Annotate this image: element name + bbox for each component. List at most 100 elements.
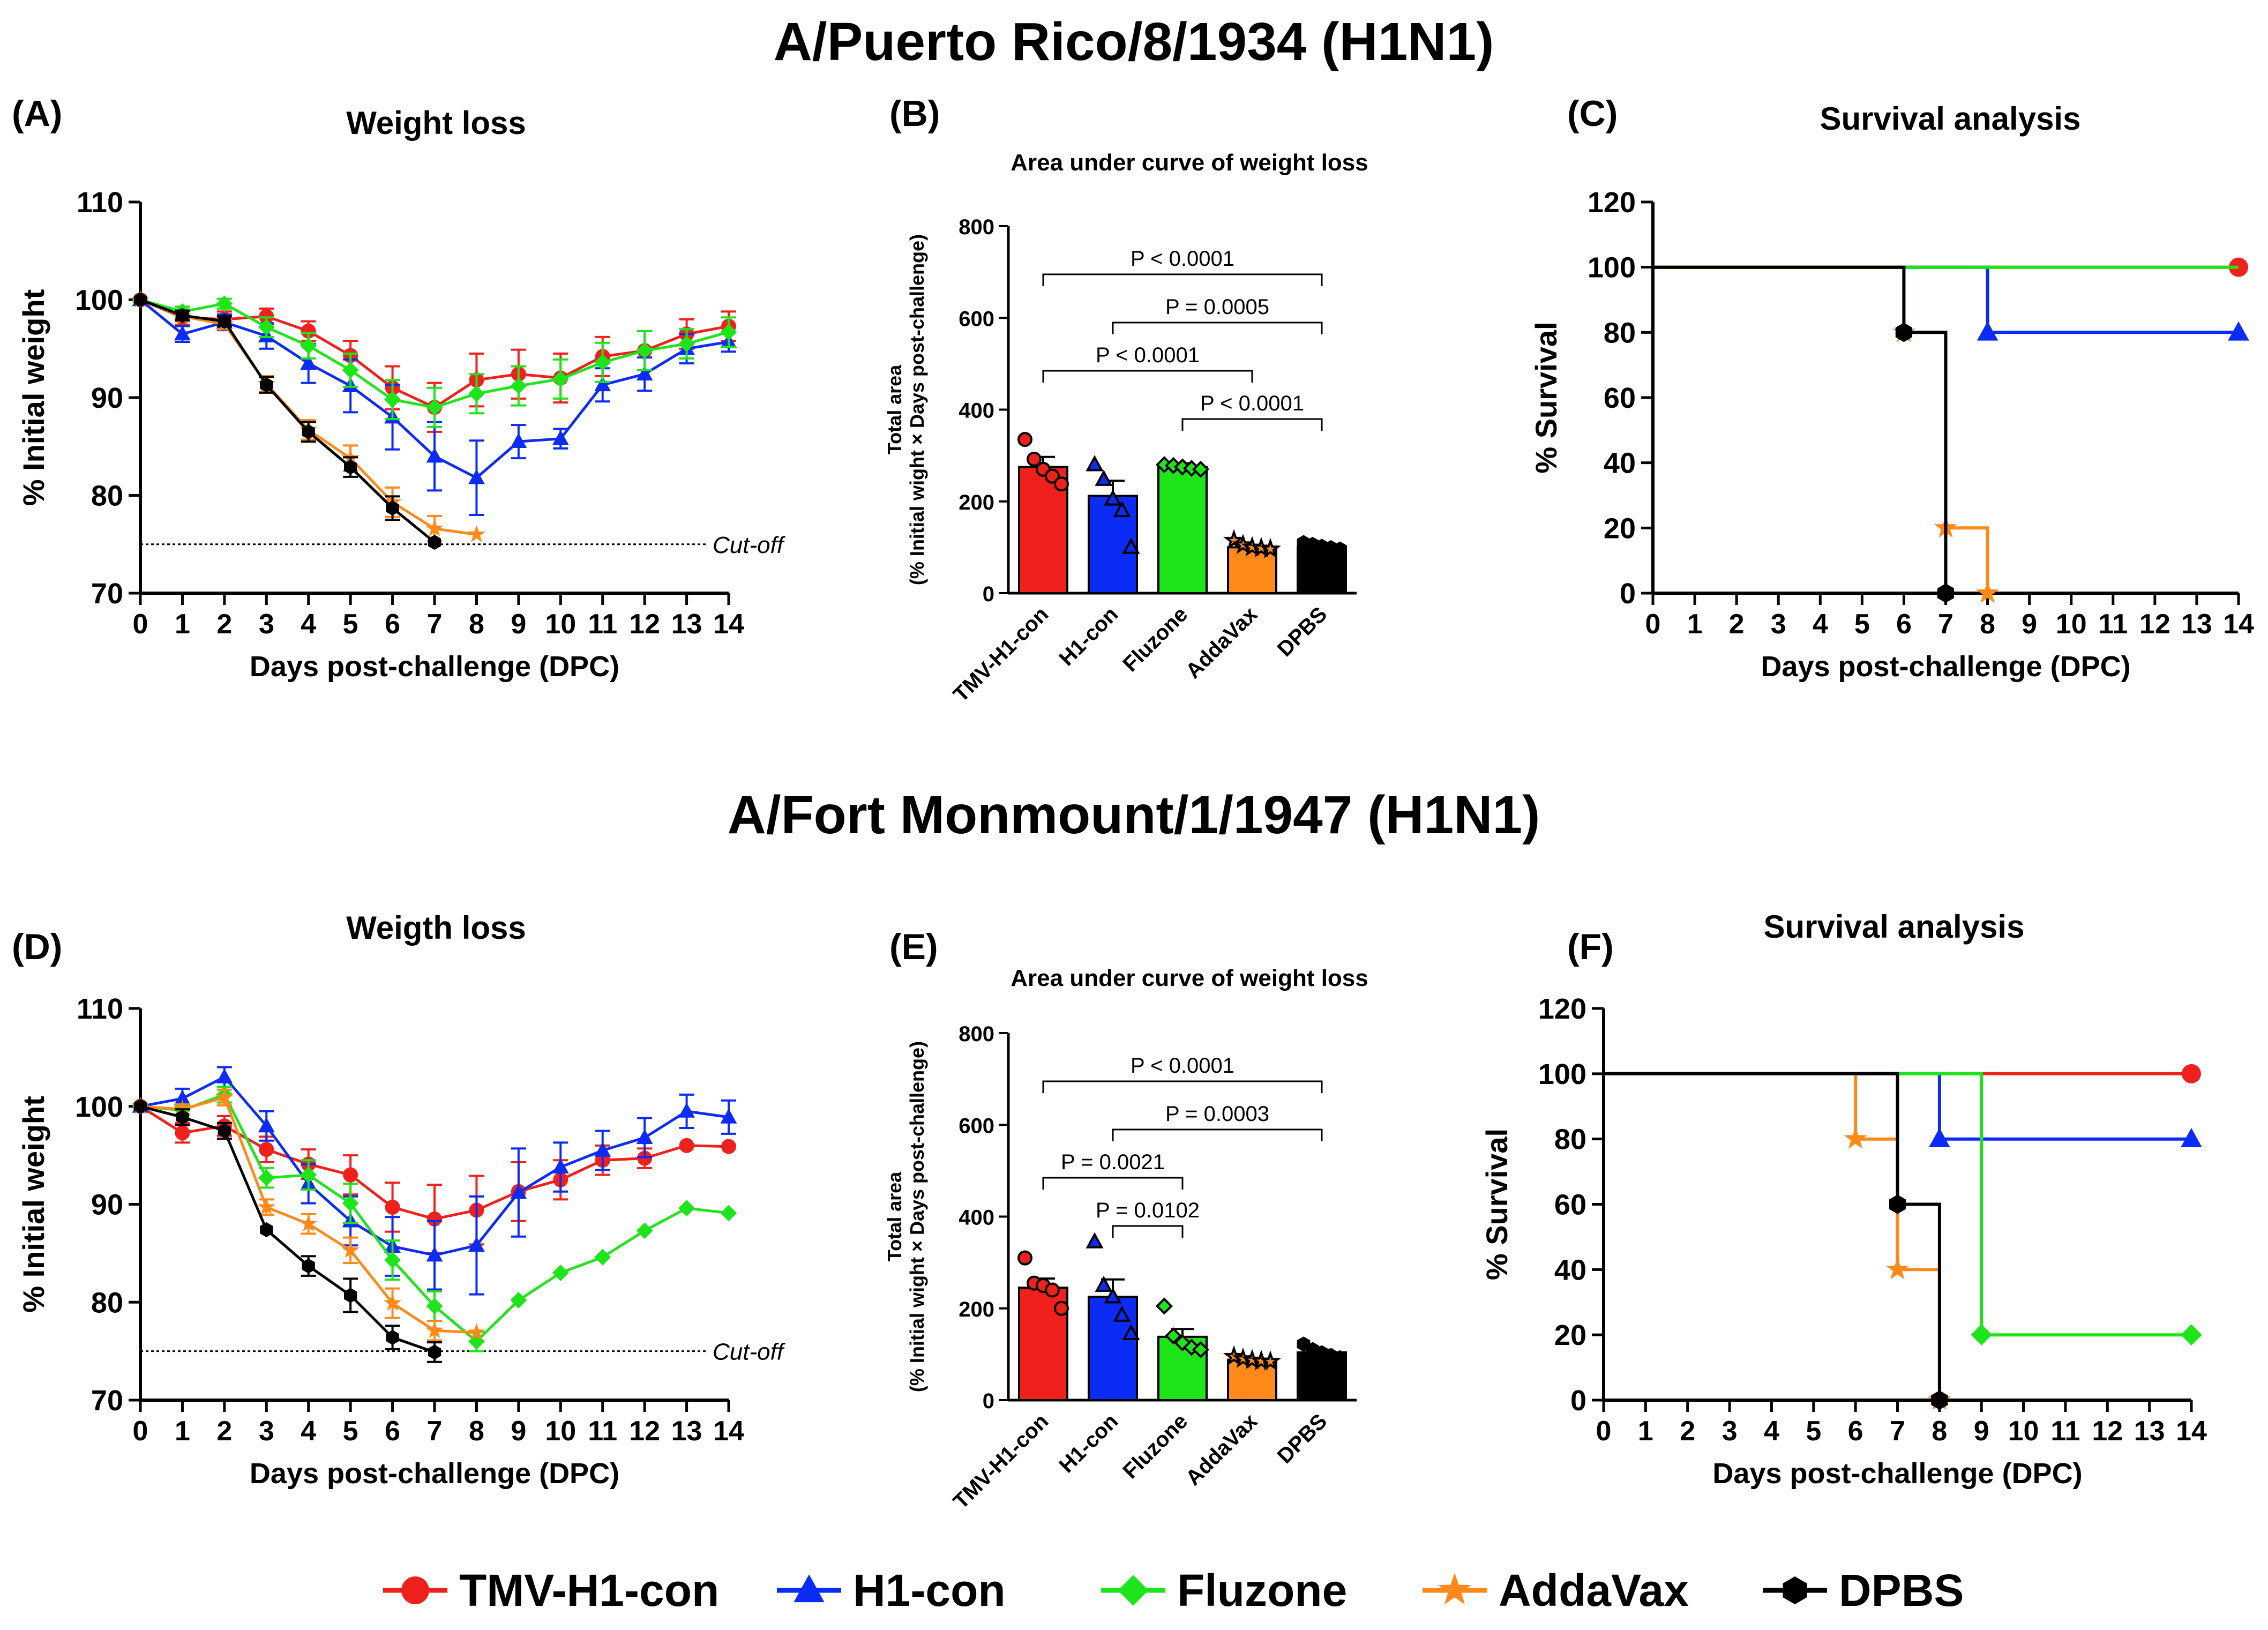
x-tick-label: 0 — [133, 609, 148, 640]
p-value-label: P = 0.0021 — [1061, 1150, 1165, 1174]
x-tick-label: 3 — [1722, 1416, 1738, 1447]
data-point — [342, 1195, 359, 1212]
cutoff-label: Cut-off — [713, 1339, 786, 1365]
significance-bracket — [1042, 1080, 1323, 1093]
dot-point-outline — [1113, 500, 1131, 518]
p-value-label: P = 0.0005 — [1165, 295, 1269, 319]
data-point — [468, 1237, 485, 1252]
dot-point-outline — [1164, 1327, 1182, 1345]
dot-point — [1028, 452, 1041, 466]
y-tick-label: 0 — [1620, 578, 1636, 610]
x-tick-label: 4 — [301, 1416, 316, 1447]
data-point — [174, 1090, 191, 1105]
data-point — [1889, 1194, 1906, 1214]
data-point — [510, 433, 527, 448]
data-point — [258, 1117, 275, 1133]
legend-label: DPBS — [1839, 1565, 1964, 1616]
dot-point-outline — [1306, 1342, 1320, 1358]
dot-point-outline — [1054, 476, 1069, 492]
data-point — [1895, 323, 1912, 342]
data-point — [594, 354, 611, 371]
data-point — [720, 1205, 737, 1222]
chart-title: Area under curve of weight loss — [1011, 965, 1368, 991]
bar — [1088, 1296, 1138, 1401]
x-tick-label: 14 — [2176, 1416, 2207, 1447]
data-point — [384, 391, 401, 408]
dot-point-outline — [1223, 1345, 1245, 1366]
x-tick-label: 6 — [385, 609, 400, 640]
x-tick-label: 5 — [1806, 1416, 1821, 1447]
x-tick-label: 7 — [427, 1416, 443, 1447]
dot-point — [1262, 541, 1278, 556]
x-tick-label: 11 — [588, 609, 617, 640]
x-tick-label: 9 — [2022, 609, 2037, 640]
data-point — [510, 1292, 527, 1309]
x-tick-label: 13 — [2181, 609, 2212, 640]
x-tick-label: 10 — [545, 1416, 576, 1447]
data-point — [133, 1098, 147, 1114]
x-tick-label: 0 — [1645, 609, 1661, 640]
dot-point — [1019, 433, 1031, 446]
y-tick-label: 90 — [91, 382, 123, 414]
x-tick-label: 3 — [259, 609, 274, 640]
dot-point-outline — [1054, 1300, 1069, 1316]
data-point — [1971, 1324, 1993, 1345]
dot-point-outline — [1122, 537, 1140, 554]
panel-label: (D) — [12, 926, 62, 967]
y-axis-label: Total area — [884, 1171, 905, 1261]
data-point — [176, 308, 189, 323]
data-point — [218, 1123, 231, 1139]
dot-point-outline — [1232, 1347, 1254, 1369]
survival-step-line — [1653, 265, 1948, 593]
dot-point-outline — [1315, 1345, 1329, 1361]
panel-label: (F) — [1567, 926, 1614, 967]
x-tick-label: 9 — [1974, 1416, 1989, 1447]
data-point — [678, 1102, 695, 1118]
p-value-label: P < 0.0001 — [1200, 392, 1304, 415]
y-axis-label: (% Initial wight × Days post-challenge) — [906, 234, 928, 585]
survival-step-line — [1604, 1072, 1941, 1400]
data-point — [467, 525, 486, 542]
data-point — [386, 500, 399, 516]
dot-point-outline — [1259, 537, 1282, 558]
x-tick-label: H1-con — [1054, 602, 1122, 670]
legend: TMV-H1-con H1-con Fluzone AddaVax DPBS — [383, 1565, 1964, 1616]
section-title: A/Puerto Rico/8/1934 (H1N1) — [774, 12, 1494, 72]
data-point — [302, 424, 315, 439]
dot-point-outline — [1086, 1232, 1104, 1248]
data-point — [386, 1330, 399, 1345]
data-point — [300, 1214, 318, 1232]
legend-marker — [1783, 1576, 1807, 1604]
x-tick-label: 10 — [2056, 609, 2087, 640]
p-value-label: P < 0.0001 — [1096, 343, 1200, 367]
x-tick-label: 1 — [175, 609, 190, 640]
x-tick-label: 9 — [511, 1416, 526, 1447]
x-tick-label: 4 — [1813, 609, 1828, 640]
data-point — [1977, 321, 1998, 341]
y-tick-label: 120 — [1588, 186, 1636, 219]
y-tick-label: 60 — [1604, 382, 1636, 414]
y-tick-label: 100 — [1538, 1058, 1586, 1090]
dot-point-outline — [1333, 541, 1347, 557]
data-point — [552, 430, 569, 445]
dot-point — [1157, 458, 1172, 472]
data-point — [385, 1199, 400, 1215]
data-point — [426, 1246, 443, 1262]
data-point — [468, 469, 485, 484]
y-axis-label: Total area — [884, 364, 905, 454]
x-tick-label: 14 — [2223, 609, 2254, 640]
dot-point — [1175, 460, 1190, 474]
cutoff-label: Cut-off — [713, 532, 786, 558]
data-point — [552, 1265, 569, 1281]
significance-bracket — [1042, 273, 1323, 286]
panel-1: (B) Area under curve of weight loss 0 200 40… — [884, 93, 1368, 707]
data-point — [300, 1167, 317, 1184]
chart-title: Weight loss — [346, 105, 526, 141]
dot-point — [1046, 1283, 1059, 1297]
dot-point-outline — [1333, 1350, 1347, 1366]
data-point — [636, 342, 653, 359]
data-point — [636, 1222, 653, 1239]
dot-point-outline — [1192, 460, 1210, 478]
x-tick-label: 3 — [259, 1416, 274, 1447]
data-point — [341, 1240, 360, 1258]
